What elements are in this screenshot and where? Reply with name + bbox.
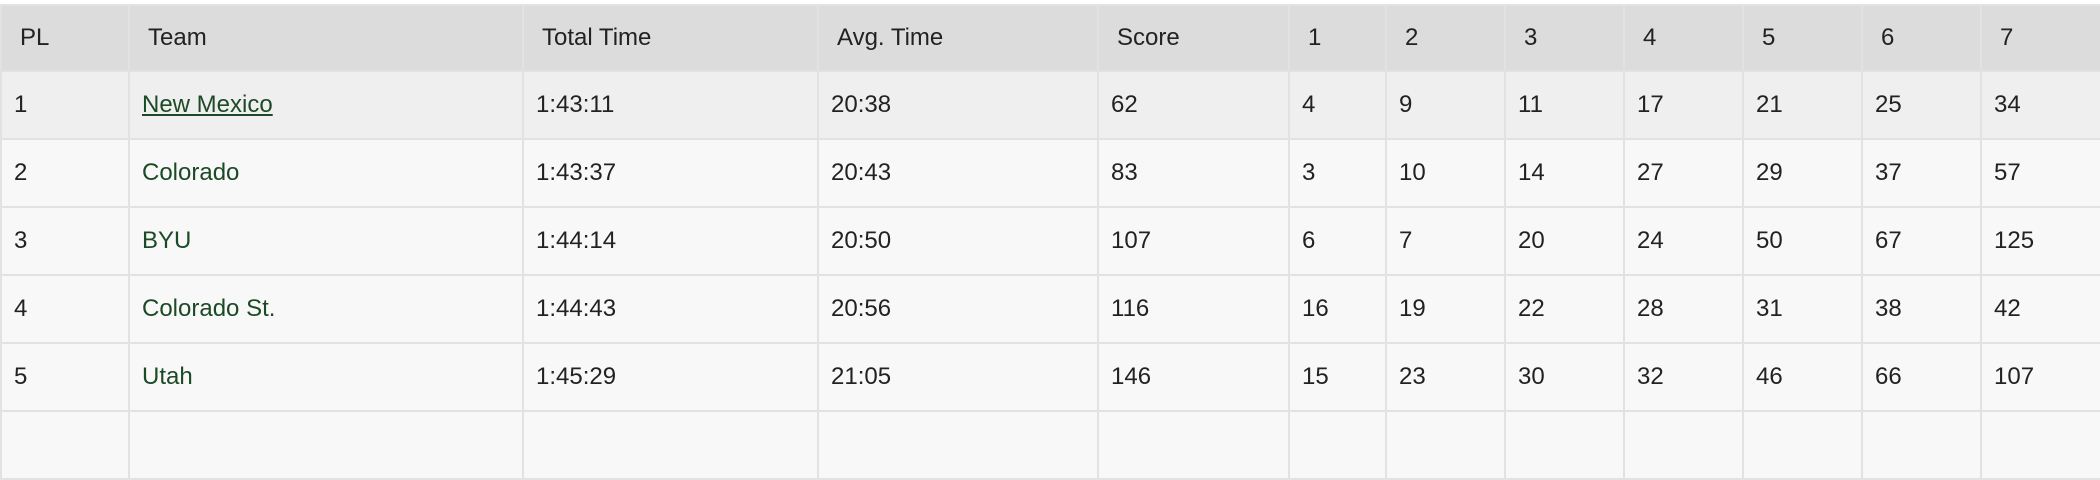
cell-runner-7: 107	[1980, 342, 2100, 412]
cell-runner-7	[1980, 410, 2100, 480]
cell-runner-6	[1861, 410, 1982, 480]
cell-runner-5: 46	[1742, 342, 1863, 412]
cell-team	[128, 410, 524, 480]
cell-runner-6: 37	[1861, 138, 1982, 208]
cell-runner-2: 9	[1385, 70, 1506, 140]
cell-place: 3	[0, 206, 130, 276]
cell-runner-6: 38	[1861, 274, 1982, 344]
cell-runner-7: 57	[1980, 138, 2100, 208]
cell-team: Colorado St.	[128, 274, 524, 344]
column-header-runner-6[interactable]: 6	[1861, 4, 1982, 72]
cell-runner-5: 21	[1742, 70, 1863, 140]
cell-runner-2: 23	[1385, 342, 1506, 412]
column-header-runner-7[interactable]: 7	[1980, 4, 2100, 72]
cell-runner-7: 42	[1980, 274, 2100, 344]
cell-score	[1097, 410, 1290, 480]
cell-runner-7: 34	[1980, 70, 2100, 140]
cell-runner-4: 28	[1623, 274, 1744, 344]
table-row: 3 BYU 1:44:14 20:50 107 6 7 20 24 50 67 125	[0, 206, 2100, 276]
cell-runner-4: 27	[1623, 138, 1744, 208]
cell-runner-3: 20	[1504, 206, 1625, 276]
cell-runner-3: 30	[1504, 342, 1625, 412]
cell-total-time: 1:44:43	[522, 274, 819, 344]
team-link[interactable]: BYU	[142, 227, 192, 254]
table-row: 1 New Mexico 1:43:11 20:38 62 4 9 11 17 21 25 34	[0, 70, 2100, 140]
cell-runner-3: 14	[1504, 138, 1625, 208]
cell-runner-4: 17	[1623, 70, 1744, 140]
cell-runner-3: 11	[1504, 70, 1625, 140]
team-link[interactable]: Utah	[142, 363, 193, 390]
header-row: PL Team Total Time Avg. Time Score 1 2 3 4 5 6 7	[0, 4, 2100, 72]
column-header-runner-5[interactable]: 5	[1742, 4, 1863, 72]
table-row: 2 Colorado 1:43:37 20:43 83 3 10 14 27 29 37 57	[0, 138, 2100, 208]
cell-place: 2	[0, 138, 130, 208]
column-header-team[interactable]: Team	[128, 4, 524, 72]
cell-avg-time	[817, 410, 1099, 480]
cell-runner-4	[1623, 410, 1744, 480]
cell-runner-6: 67	[1861, 206, 1982, 276]
column-header-score[interactable]: Score	[1097, 4, 1290, 72]
cell-avg-time: 20:38	[817, 70, 1099, 140]
cell-place	[0, 410, 130, 480]
cell-runner-1	[1288, 410, 1387, 480]
cell-runner-6: 66	[1861, 342, 1982, 412]
cell-place: 5	[0, 342, 130, 412]
cell-score: 116	[1097, 274, 1290, 344]
cell-runner-2: 19	[1385, 274, 1506, 344]
cell-total-time: 1:45:29	[522, 342, 819, 412]
cell-total-time	[522, 410, 819, 480]
cell-runner-1: 6	[1288, 206, 1387, 276]
cell-runner-4: 32	[1623, 342, 1744, 412]
cell-runner-3: 22	[1504, 274, 1625, 344]
cell-total-time: 1:43:37	[522, 138, 819, 208]
cell-score: 146	[1097, 342, 1290, 412]
cell-runner-5	[1742, 410, 1863, 480]
column-header-runner-4[interactable]: 4	[1623, 4, 1744, 72]
cell-runner-1: 4	[1288, 70, 1387, 140]
column-header-runner-1[interactable]: 1	[1288, 4, 1387, 72]
cell-team: New Mexico	[128, 70, 524, 140]
cell-runner-4: 24	[1623, 206, 1744, 276]
cell-place: 4	[0, 274, 130, 344]
column-header-total-time[interactable]: Total Time	[522, 4, 819, 72]
team-link[interactable]: Colorado	[142, 159, 240, 186]
cell-place: 1	[0, 70, 130, 140]
cell-runner-1: 3	[1288, 138, 1387, 208]
team-link[interactable]: New Mexico	[142, 91, 273, 118]
cell-score: 107	[1097, 206, 1290, 276]
column-header-place[interactable]: PL	[0, 4, 130, 72]
cell-avg-time: 20:43	[817, 138, 1099, 208]
cell-runner-2: 7	[1385, 206, 1506, 276]
cell-avg-time: 20:56	[817, 274, 1099, 344]
cell-total-time: 1:44:14	[522, 206, 819, 276]
cell-avg-time: 21:05	[817, 342, 1099, 412]
cell-runner-2	[1385, 410, 1506, 480]
cell-runner-5: 50	[1742, 206, 1863, 276]
column-header-runner-2[interactable]: 2	[1385, 4, 1506, 72]
cell-runner-6: 25	[1861, 70, 1982, 140]
table-row	[0, 410, 2100, 480]
cell-runner-7: 125	[1980, 206, 2100, 276]
column-header-runner-3[interactable]: 3	[1504, 4, 1625, 72]
cell-score: 83	[1097, 138, 1290, 208]
team-link[interactable]: Colorado St.	[142, 295, 276, 322]
table-row: 4 Colorado St. 1:44:43 20:56 116 16 19 22 28 31 38…	[0, 274, 2100, 344]
column-header-avg-time[interactable]: Avg. Time	[817, 4, 1099, 72]
cell-runner-1: 16	[1288, 274, 1387, 344]
table-row: 5 Utah 1:45:29 21:05 146 15 23 30 32 46 66 107	[0, 342, 2100, 412]
cell-runner-2: 10	[1385, 138, 1506, 208]
cell-runner-1: 15	[1288, 342, 1387, 412]
cell-team: Utah	[128, 342, 524, 412]
cell-team: Colorado	[128, 138, 524, 208]
cell-runner-5: 29	[1742, 138, 1863, 208]
cell-runner-3	[1504, 410, 1625, 480]
cell-runner-5: 31	[1742, 274, 1863, 344]
cell-avg-time: 20:50	[817, 206, 1099, 276]
cell-score: 62	[1097, 70, 1290, 140]
cell-total-time: 1:43:11	[522, 70, 819, 140]
cell-team: BYU	[128, 206, 524, 276]
